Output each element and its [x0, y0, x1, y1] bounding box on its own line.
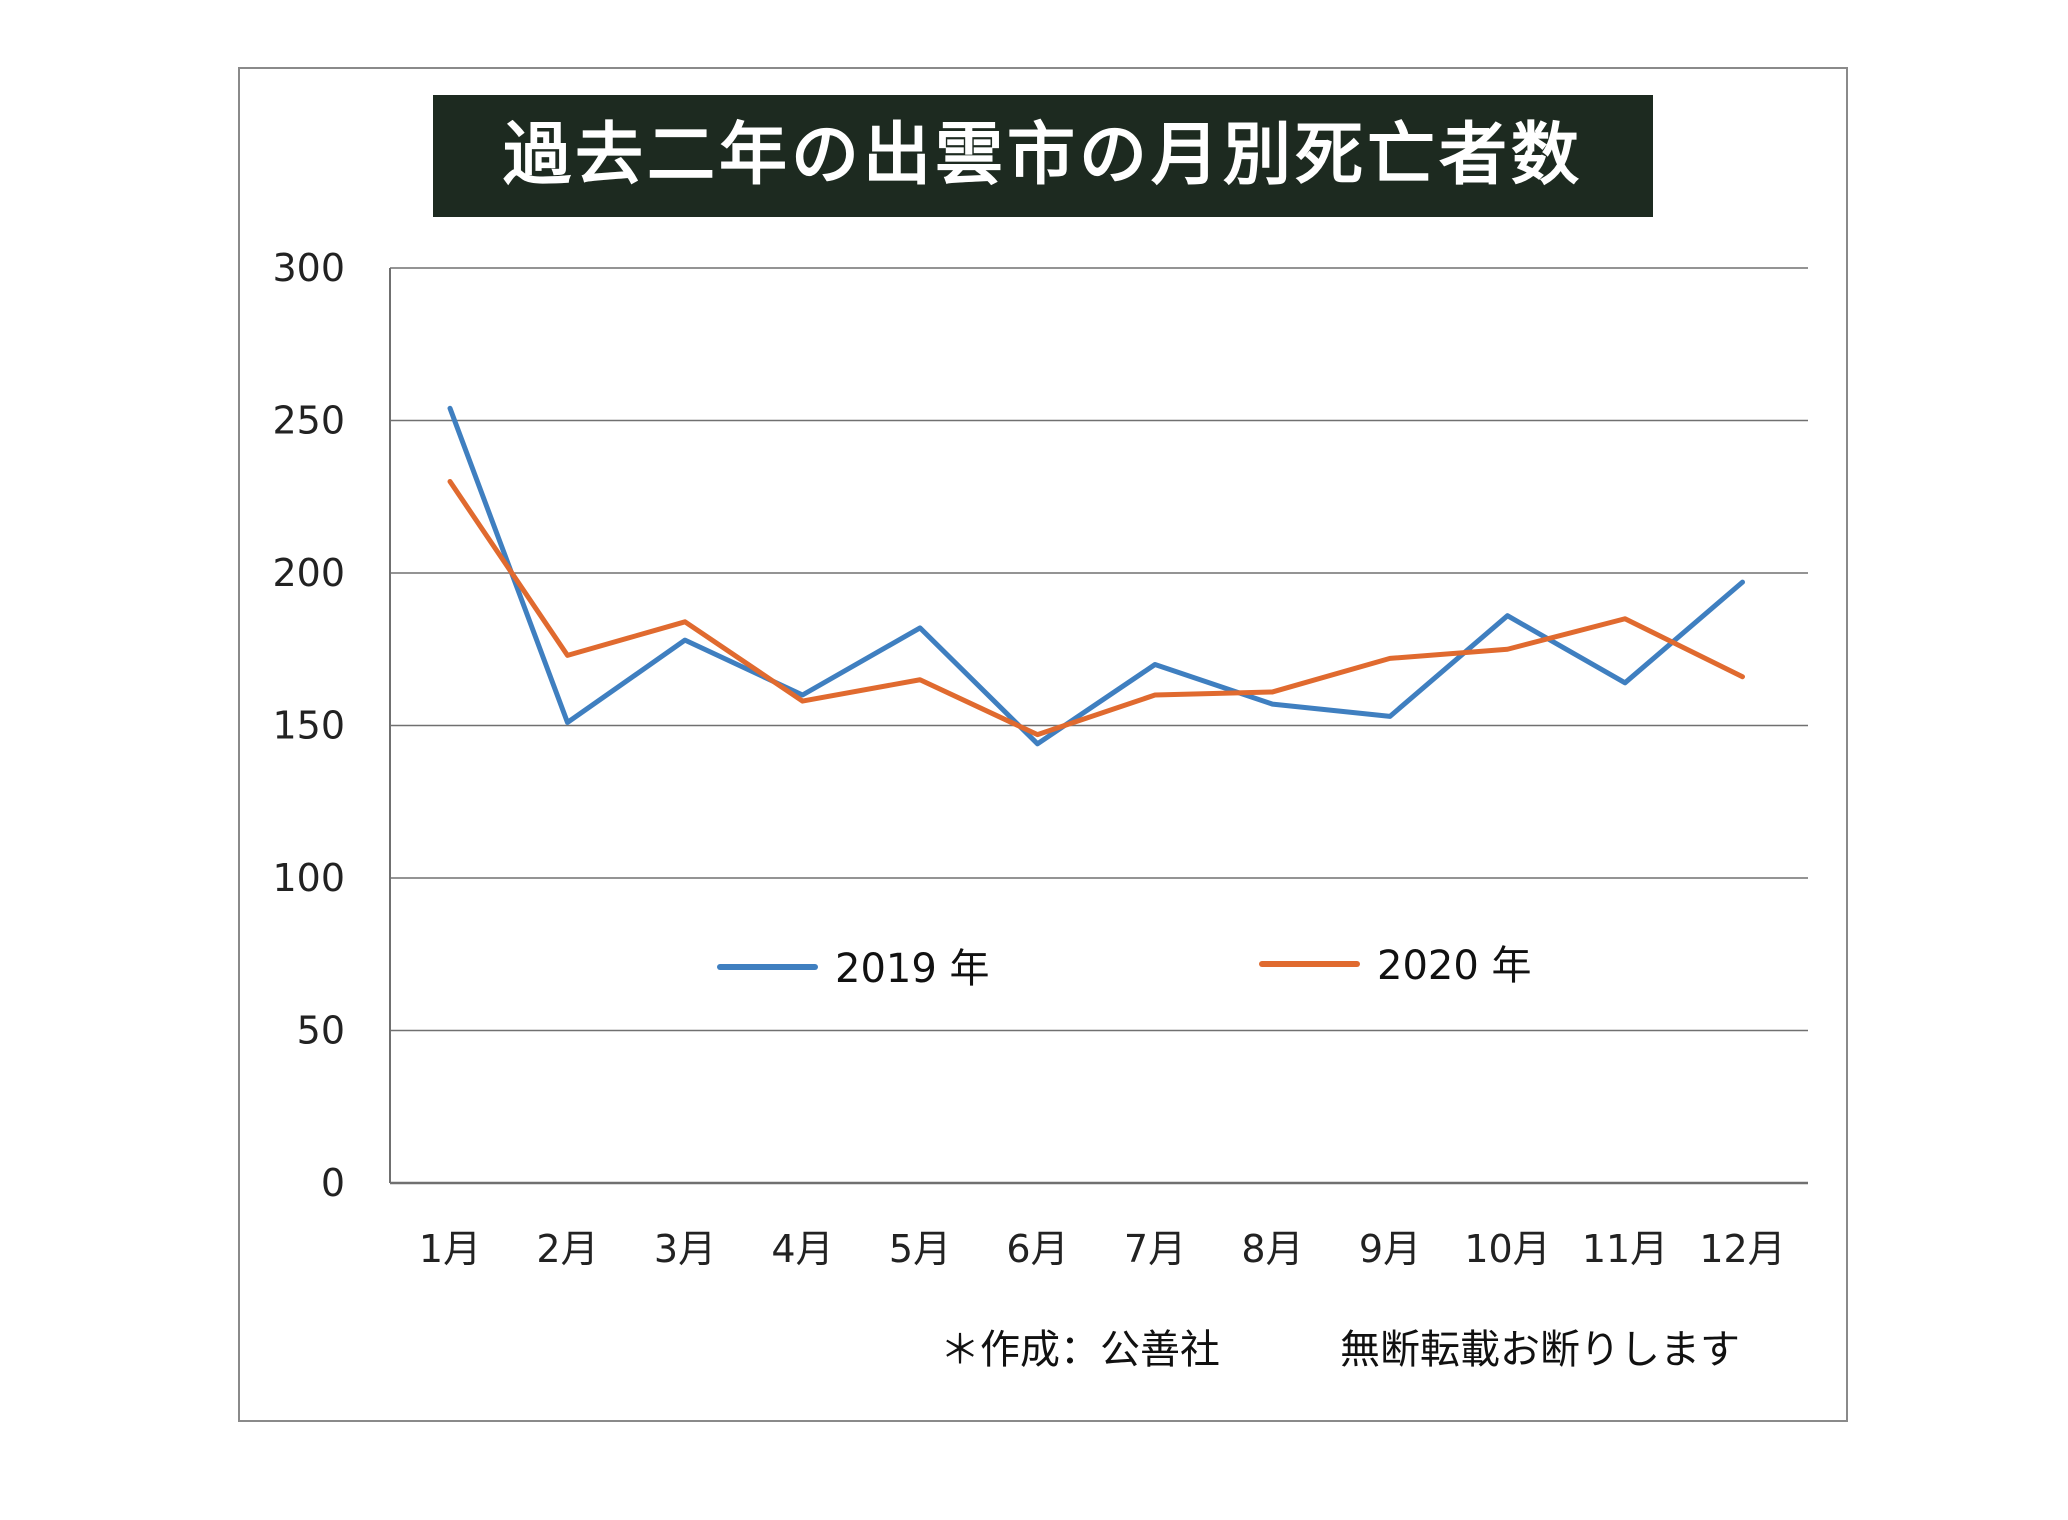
data-point: [682, 637, 688, 643]
x-tick-label: 3月: [654, 1227, 716, 1271]
data-point: [447, 479, 453, 485]
data-point: [1740, 674, 1746, 680]
legend: 2019 年 2020 年: [717, 943, 1532, 992]
data-point: [447, 405, 453, 411]
data-point: [917, 625, 923, 631]
x-tick-label: 5月: [889, 1227, 951, 1271]
legend-label-0: 2019 年: [835, 946, 990, 992]
x-tick-label: 4月: [771, 1227, 833, 1271]
x-axis-tick-labels: 1月 2月 3月 4月 5月 6月 7月 8月 9月 10月 11月 12月: [419, 1227, 1786, 1271]
legend-label-1: 2020 年: [1377, 943, 1532, 989]
y-tick-label: 250: [272, 399, 345, 443]
data-point: [1035, 741, 1041, 747]
y-tick-label: 50: [297, 1009, 345, 1053]
data-point: [1387, 713, 1393, 719]
data-point: [1622, 616, 1628, 622]
x-tick-label: 7月: [1124, 1227, 1186, 1271]
gridlines: [390, 267, 1808, 1185]
data-point: [565, 719, 571, 725]
x-tick-label: 12月: [1699, 1227, 1785, 1271]
y-tick-label: 200: [272, 551, 345, 595]
y-axis-tick-labels: 0 50 100 150 200 250 300: [272, 246, 345, 1205]
x-tick-label: 10月: [1464, 1227, 1550, 1271]
footnote-source: ＊作成：公善社: [940, 1327, 1220, 1373]
x-tick-label: 8月: [1241, 1227, 1303, 1271]
data-point: [1270, 689, 1276, 695]
data-point: [1740, 579, 1746, 585]
data-point: [1270, 701, 1276, 707]
series-lines: [447, 405, 1746, 747]
series-line-1: [447, 479, 1745, 738]
data-point: [565, 652, 571, 658]
x-tick-label: 11月: [1582, 1227, 1668, 1271]
x-tick-label: 1月: [419, 1227, 481, 1271]
chart-title: 過去二年の出雲市の月別死亡者数: [433, 95, 1653, 217]
data-point: [917, 677, 923, 683]
data-point: [1505, 613, 1511, 619]
x-tick-label: 2月: [536, 1227, 598, 1271]
chart-frame: [238, 67, 1848, 1422]
data-point: [1152, 692, 1158, 698]
y-tick-label: 100: [272, 856, 345, 900]
series-line-0: [447, 405, 1745, 747]
data-point: [1152, 662, 1158, 668]
footnote-notice: 無断転載お断りします: [1340, 1327, 1740, 1373]
data-point: [1035, 732, 1041, 738]
data-point: [682, 619, 688, 625]
y-tick-label: 150: [272, 704, 345, 748]
data-point: [1505, 646, 1511, 652]
data-point: [1622, 680, 1628, 686]
data-point: [800, 698, 806, 704]
data-point: [1387, 655, 1393, 661]
footnote: ＊作成：公善社 無断転載お断りします: [940, 1322, 1820, 1378]
x-tick-label: 6月: [1006, 1227, 1068, 1271]
y-tick-label: 300: [272, 246, 345, 290]
x-tick-label: 9月: [1359, 1227, 1421, 1271]
y-tick-label: 0: [321, 1161, 345, 1205]
